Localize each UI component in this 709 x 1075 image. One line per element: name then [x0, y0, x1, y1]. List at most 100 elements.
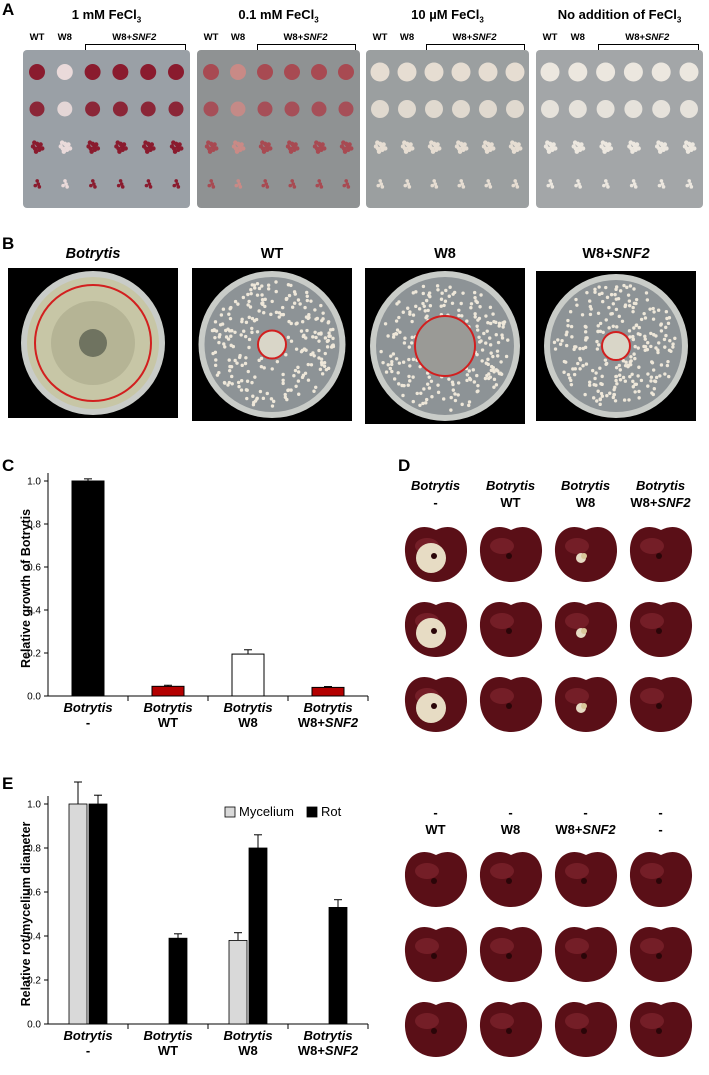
yeast-colony: [280, 305, 285, 310]
colony-spot: [599, 144, 604, 149]
yeast-colony: [436, 383, 440, 387]
yeast-colony: [646, 384, 650, 388]
cherry-header-line1: Botrytis: [635, 478, 686, 493]
yeast-colony: [504, 354, 509, 359]
yeast-colony: [475, 352, 479, 357]
cherry: [404, 926, 467, 982]
colony-spot: [203, 64, 219, 80]
colony-spot: [633, 185, 638, 189]
growth-outline: [414, 315, 476, 377]
colony-spot: [95, 146, 101, 151]
colony-spot: [260, 140, 265, 145]
yeast-colony: [411, 313, 416, 317]
colony-spot: [234, 149, 240, 154]
yeast-colony: [599, 382, 603, 386]
colony-spot: [123, 146, 128, 151]
colony-spot: [233, 140, 238, 145]
dish-title: W8: [434, 246, 456, 262]
yeast-colony: [453, 392, 457, 396]
yeast-colony: [444, 288, 448, 293]
yeast-colony: [611, 324, 615, 328]
yeast-colony: [613, 399, 618, 403]
colony-spot: [311, 64, 327, 80]
yeast-colony: [488, 336, 492, 340]
colony-spot: [339, 144, 345, 149]
yeast-colony: [644, 291, 649, 295]
colony-spot: [338, 64, 354, 80]
colony-spot: [515, 185, 520, 189]
yeast-colony: [581, 364, 585, 368]
colony-spot: [452, 100, 470, 118]
colony-spot: [484, 183, 489, 188]
colony-spot: [580, 146, 586, 151]
yeast-colony: [246, 303, 250, 307]
cherry: [479, 526, 542, 582]
yeast-colony: [631, 337, 635, 341]
colony-spot: [291, 182, 296, 186]
wound-hole: [655, 1027, 662, 1034]
yeast-colony: [230, 382, 234, 386]
cherry: [404, 1001, 467, 1057]
cherry: [404, 676, 467, 732]
yeast-colony: [402, 341, 407, 345]
yeast-colony: [296, 370, 301, 374]
colony-spot: [234, 183, 239, 188]
yeast-colony: [617, 373, 622, 377]
cherry-header-line2: WT: [500, 495, 521, 510]
yeast-colony: [589, 307, 593, 311]
yeast-colony: [415, 391, 419, 396]
wound-hole: [505, 1027, 512, 1034]
colony-spot: [58, 144, 63, 149]
yeast-colony: [476, 383, 480, 388]
colony-spot: [147, 182, 152, 186]
cherry-highlight: [639, 862, 664, 879]
colony-spot: [320, 142, 325, 147]
yeast-colony: [309, 299, 313, 303]
yeast-colony: [474, 299, 478, 303]
yeast-colony: [636, 346, 640, 350]
colony-spot: [33, 183, 38, 188]
yeast-colony: [379, 349, 383, 354]
yeast-colony: [213, 335, 217, 340]
yeast-colony: [560, 339, 564, 343]
colony-spot: [376, 183, 381, 188]
yeast-colony: [258, 389, 263, 394]
colony-spot: [632, 182, 637, 186]
yeast-colony: [390, 369, 394, 374]
yeast-colony: [611, 395, 616, 400]
colony-spot: [516, 142, 521, 147]
colony-spot: [237, 182, 242, 186]
yeast-colony: [492, 370, 496, 374]
yeast-colony: [500, 336, 505, 340]
yeast-colony: [552, 340, 557, 345]
yeast-colony: [473, 295, 477, 300]
yeast-colony: [227, 368, 232, 373]
colony-spot: [66, 142, 71, 147]
yeast-colony: [480, 348, 485, 352]
yeast-colony: [565, 330, 569, 334]
yeast-colony: [262, 311, 266, 315]
bar-rot: [168, 937, 188, 1025]
yeast-colony: [457, 308, 461, 312]
yeast-colony: [596, 389, 600, 393]
colony-spot: [607, 142, 612, 147]
category-label-line1: Botrytis: [223, 700, 272, 715]
yeast-colony: [259, 356, 264, 361]
yeast-colony: [300, 375, 305, 380]
yeast-colony: [459, 301, 463, 306]
yeast-colony: [447, 377, 451, 381]
yeast-colony: [326, 366, 331, 371]
yeast-colony: [300, 348, 305, 353]
yeast-colony: [642, 311, 646, 316]
y-tick-label: 0.8: [27, 844, 41, 855]
colony-spot: [89, 183, 93, 188]
colony-spot: [342, 183, 347, 188]
yeast-colony: [634, 297, 639, 302]
yeast-colony: [487, 376, 491, 381]
yeast-colony: [598, 397, 602, 402]
yeast-colony: [467, 400, 472, 404]
yeast-colony: [249, 288, 253, 292]
colony-spot: [349, 146, 354, 151]
yeast-colony: [395, 328, 400, 332]
yeast-colony: [298, 302, 302, 306]
